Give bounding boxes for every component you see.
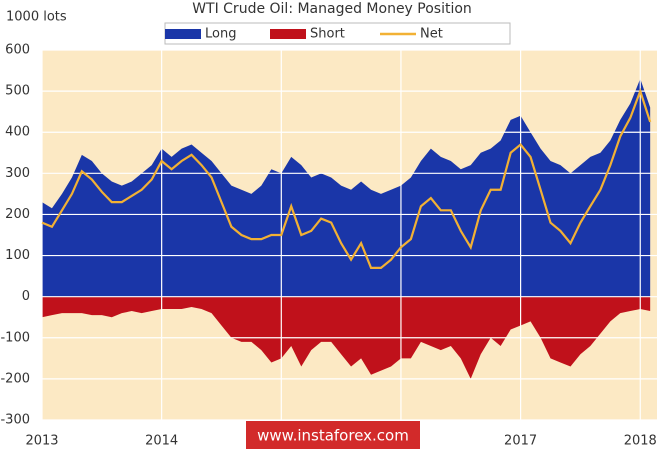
legend-swatch — [165, 29, 201, 39]
y-axis-label: 1000 lots — [6, 10, 67, 25]
y-tick-label: 200 — [5, 207, 30, 222]
chart-title: WTI Crude Oil: Managed Money Position — [192, 1, 472, 17]
watermark: www.instaforex.com — [257, 427, 409, 445]
y-tick-label: 300 — [5, 166, 30, 181]
y-tick-label: -100 — [0, 330, 30, 345]
x-tick-label: 2018 — [624, 434, 657, 449]
y-tick-label: 400 — [5, 125, 30, 140]
legend-label: Net — [420, 27, 443, 42]
y-tick-label: -300 — [0, 413, 30, 428]
watermark-box — [246, 421, 420, 449]
net-line — [41, 87, 652, 269]
y-tick-label: 500 — [5, 84, 30, 99]
area-long — [42, 78, 651, 297]
x-tick-label: 2014 — [145, 434, 178, 449]
y-tick-label: 600 — [5, 43, 30, 58]
x-tick-label: 2017 — [504, 434, 537, 449]
y-tick-label: 100 — [5, 248, 30, 263]
y-tick-label: 0 — [22, 289, 30, 304]
x-tick-label: 2013 — [25, 434, 58, 449]
legend-label: Long — [205, 27, 236, 42]
y-tick-label: -200 — [0, 371, 30, 386]
legend-label: Short — [310, 27, 345, 42]
legend-swatch — [270, 29, 306, 39]
